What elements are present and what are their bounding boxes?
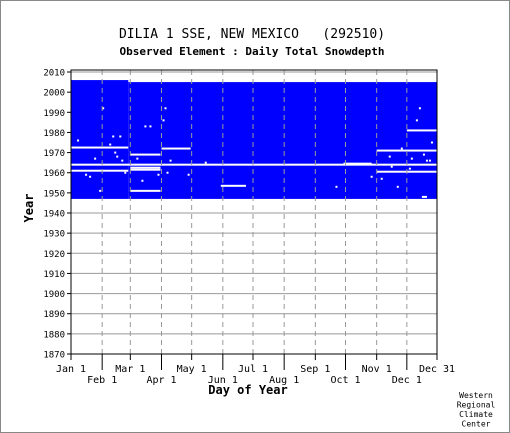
y-tick-label: 1990 bbox=[43, 109, 65, 119]
x-tick-label: Feb 1 bbox=[87, 375, 117, 386]
missing-point bbox=[77, 139, 80, 142]
missing-point bbox=[390, 165, 393, 168]
y-tick-label: 2010 bbox=[43, 69, 65, 79]
y-tick-label: 1960 bbox=[43, 169, 65, 179]
missing-point bbox=[396, 185, 399, 188]
missing-point bbox=[121, 159, 124, 162]
x-tick-label: Dec 31 bbox=[419, 364, 455, 375]
y-tick-label: 1920 bbox=[43, 250, 65, 260]
y-tick-label: 2000 bbox=[43, 89, 65, 99]
x-tick-label: Jan 1 bbox=[56, 364, 86, 375]
chart-subtitle: Observed Element : Daily Total Snowdepth bbox=[120, 45, 385, 58]
missing-segment bbox=[130, 189, 161, 192]
missing-point bbox=[169, 159, 172, 162]
missing-point bbox=[109, 143, 112, 146]
missing-point bbox=[164, 107, 167, 110]
missing-point bbox=[430, 141, 433, 144]
credit-line: Regional bbox=[457, 401, 496, 410]
x-tick-label: May 1 bbox=[177, 364, 207, 375]
y-tick-label: 1970 bbox=[43, 149, 65, 159]
missing-point bbox=[162, 119, 165, 122]
missing-segment bbox=[130, 166, 161, 169]
missing-point bbox=[141, 179, 144, 182]
missing-point bbox=[410, 157, 413, 160]
missing-point bbox=[85, 173, 88, 176]
chart-title: DILIA 1 SSE, NEW MEXICO (292510) bbox=[119, 27, 385, 42]
missing-segment bbox=[71, 146, 129, 149]
missing-point bbox=[422, 153, 425, 156]
missing-point bbox=[136, 157, 139, 160]
x-tick-label: Aug 1 bbox=[269, 375, 299, 386]
missing-point bbox=[116, 155, 119, 158]
missing-point bbox=[370, 175, 373, 178]
x-tick-label: Apr 1 bbox=[146, 375, 176, 386]
credit-line: Center bbox=[462, 420, 491, 429]
y-tick-label: 1950 bbox=[43, 189, 65, 199]
y-tick-label: 1900 bbox=[43, 290, 65, 300]
x-tick-label: Mar 1 bbox=[115, 364, 145, 375]
missing-segment bbox=[406, 129, 437, 132]
x-tick-label: Sep 1 bbox=[300, 364, 330, 375]
missing-point bbox=[204, 161, 207, 164]
y-tick-label: 1890 bbox=[43, 310, 65, 320]
x-tick-label: Jun 1 bbox=[208, 375, 238, 386]
y-axis-ticks: 2010 2000 1990 1980 1970 1960 1950 1940 1930 1920… bbox=[43, 69, 71, 361]
missing-point bbox=[388, 155, 391, 158]
missing-point bbox=[335, 185, 338, 188]
missing-segment bbox=[376, 149, 437, 152]
missing-segment bbox=[421, 195, 427, 198]
x-axis-ticks: Jan 1 Mar 1 May 1 Jul 1 Sep 1 Nov 1 Dec 31 Feb … bbox=[56, 354, 455, 386]
missing-segment bbox=[71, 169, 129, 172]
missing-point bbox=[114, 151, 117, 154]
missing-point bbox=[408, 167, 411, 170]
x-tick-label: Dec 1 bbox=[392, 375, 422, 386]
missing-segment bbox=[161, 147, 191, 150]
missing-point bbox=[418, 107, 421, 110]
missing-point bbox=[144, 125, 147, 128]
missing-point bbox=[112, 135, 115, 138]
y-tick-label: 1880 bbox=[43, 330, 65, 340]
missing-point bbox=[119, 135, 122, 138]
y-tick-label: 1910 bbox=[43, 270, 65, 280]
missing-point bbox=[415, 119, 418, 122]
missing-segment bbox=[343, 162, 372, 165]
y-tick-label: 1980 bbox=[43, 129, 65, 139]
missing-segment bbox=[130, 168, 161, 171]
missing-segment bbox=[71, 163, 437, 166]
missing-point bbox=[428, 159, 431, 162]
missing-point bbox=[89, 175, 92, 178]
plot-area bbox=[70, 69, 438, 355]
missing-point bbox=[425, 159, 428, 162]
x-tick-label: Nov 1 bbox=[362, 364, 392, 375]
missing-point bbox=[124, 171, 127, 174]
credit-line: Western bbox=[459, 391, 493, 400]
x-axis-label: Day of Year bbox=[208, 383, 287, 397]
x-tick-label: Jul 1 bbox=[238, 364, 268, 375]
data-coverage-block bbox=[71, 80, 129, 199]
missing-segment bbox=[220, 184, 246, 187]
missing-point bbox=[380, 177, 383, 180]
y-tick-label: 1870 bbox=[43, 351, 65, 361]
plot-frame bbox=[70, 69, 438, 355]
missing-segment bbox=[130, 153, 161, 156]
x-tick-label: Oct 1 bbox=[330, 375, 360, 386]
missing-point bbox=[187, 173, 190, 176]
missing-point bbox=[400, 147, 403, 150]
missing-point bbox=[94, 157, 97, 160]
data-coverage-block bbox=[128, 82, 438, 199]
missing-point bbox=[102, 107, 105, 110]
credit-line: Climate bbox=[459, 410, 493, 419]
missing-point bbox=[149, 125, 152, 128]
y-tick-label: 1940 bbox=[43, 210, 65, 220]
y-tick-label: 1930 bbox=[43, 230, 65, 240]
missing-point bbox=[99, 189, 102, 192]
y-axis-label: Year bbox=[22, 194, 36, 223]
missing-point bbox=[157, 173, 160, 176]
missing-point bbox=[166, 171, 169, 174]
